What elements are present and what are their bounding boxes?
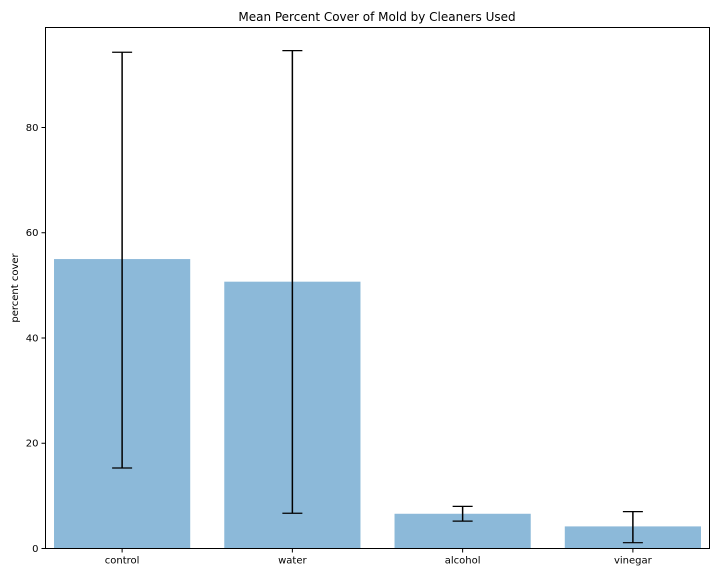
bars-layer xyxy=(54,259,701,549)
x-tick-label-alcohol: alcohol xyxy=(445,556,481,567)
y-axis-ticks: 0 20 40 60 80 xyxy=(26,123,46,555)
error-bar-water xyxy=(282,50,303,514)
y-tick-label: 0 xyxy=(32,544,38,555)
x-tick-label-control: control xyxy=(105,556,140,567)
y-axis-label: percent cover xyxy=(10,252,21,322)
y-tick-label: 80 xyxy=(26,123,39,134)
error-bar-control xyxy=(112,51,133,469)
x-tick-label-water: water xyxy=(278,556,307,567)
chart-title: Mean Percent Cover of Mold by Cleaners U… xyxy=(238,10,515,24)
y-tick-label: 40 xyxy=(26,333,39,344)
y-tick-label: 60 xyxy=(26,228,39,239)
x-axis-ticks: control water alcohol vinegar xyxy=(105,548,653,567)
error-bar-vinegar xyxy=(622,511,643,544)
x-tick-label-vinegar: vinegar xyxy=(614,556,653,567)
plot-frame xyxy=(45,27,710,549)
error-bar-alcohol xyxy=(452,505,473,522)
error-bars-layer xyxy=(112,50,643,544)
y-tick-label: 20 xyxy=(26,439,39,450)
